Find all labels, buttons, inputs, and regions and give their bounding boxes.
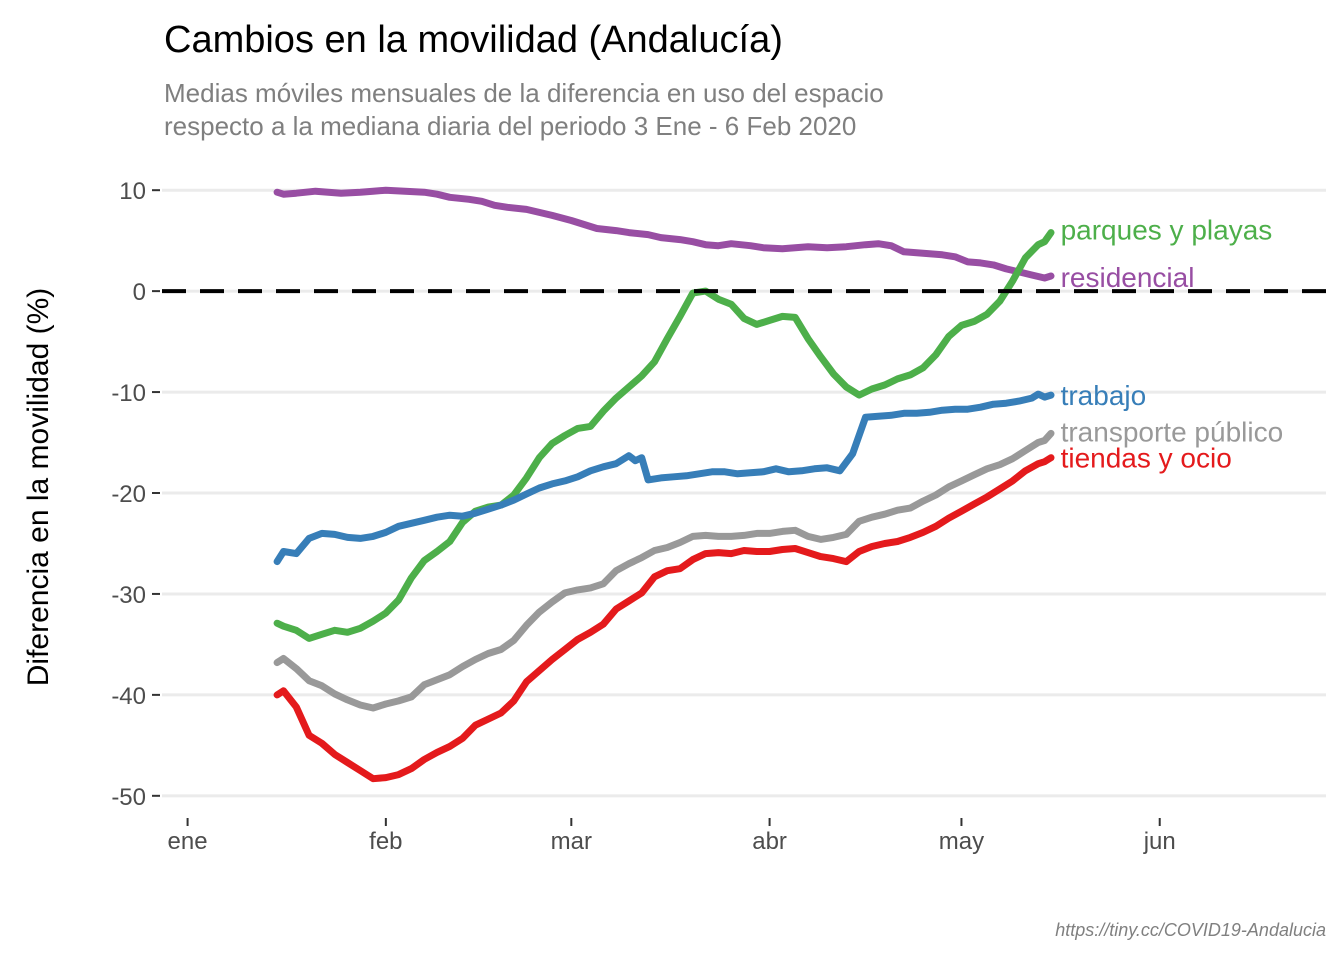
chart-subtitle-line-1: Medias móviles mensuales de la diferenci…	[164, 78, 884, 108]
series-label-tiendas-y-ocio: tiendas y ocio	[1061, 443, 1232, 474]
y-tick-label: -40	[111, 683, 146, 710]
y-tick-label: -10	[111, 380, 146, 407]
series-label-trabajo: trabajo	[1061, 380, 1147, 411]
chart-subtitle-line-2: respecto a la mediana diaria del periodo…	[164, 111, 856, 141]
y-axis-title: Diferencia en la movilidad (%)	[22, 288, 55, 687]
y-tick-label: -50	[111, 784, 146, 811]
y-tick-label: 0	[133, 279, 146, 306]
source-caption: https://tiny.cc/COVID19-Andalucia	[1055, 920, 1326, 940]
x-axis-ticks: ene feb mar abr may jun	[168, 818, 1176, 855]
series-line-parques-y-playas	[273, 229, 1055, 642]
series-line-residencial	[273, 186, 1055, 282]
series-line-trabajo	[273, 390, 1055, 566]
y-tick-label: -30	[111, 582, 146, 609]
series-line-transporte-publico	[273, 429, 1055, 712]
x-tick-label: feb	[369, 828, 402, 855]
y-tick-label: 10	[119, 178, 146, 205]
series-label-residencial: residencial	[1061, 262, 1195, 293]
x-tick-label: ene	[168, 828, 208, 855]
x-tick-label: mar	[551, 828, 592, 855]
series-end-labels: parques y playas residencial trabajo transp…	[1061, 215, 1284, 474]
y-axis-ticks: 10 0 -10 -20 -30 -40 -50	[111, 178, 160, 811]
series-lines	[273, 186, 1055, 783]
y-tick-label: -20	[111, 481, 146, 508]
x-tick-label: may	[939, 828, 984, 855]
series-label-transporte-publico: transporte público	[1061, 416, 1284, 447]
series-line-tiendas-y-ocio	[273, 454, 1055, 783]
chart-title: Cambios en la movilidad (Andalucía)	[164, 19, 783, 61]
series-label-parques-y-playas: parques y playas	[1061, 215, 1273, 246]
x-tick-label: abr	[752, 828, 787, 855]
x-tick-label: jun	[1143, 828, 1176, 855]
